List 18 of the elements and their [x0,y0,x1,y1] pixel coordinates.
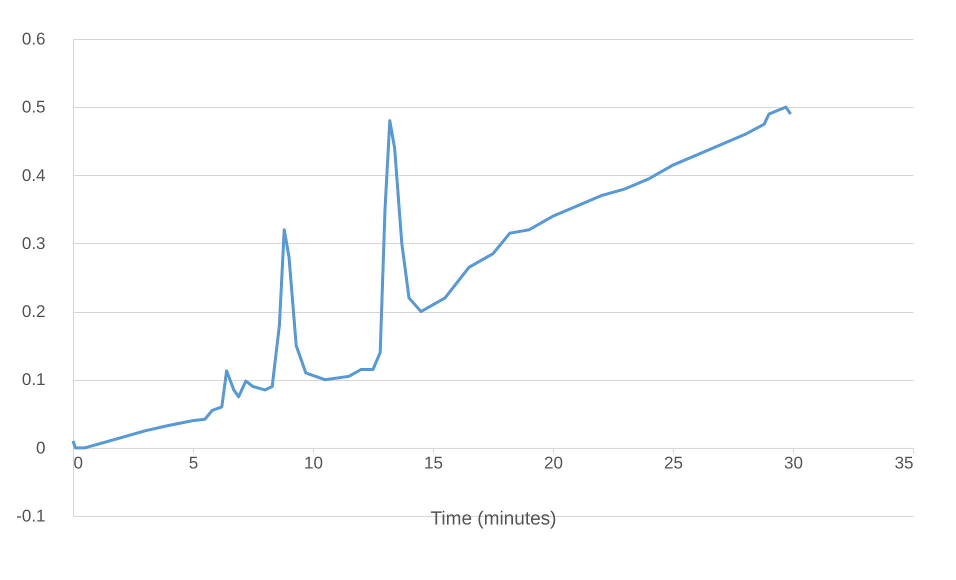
x-tick-label: 20 [544,453,563,472]
y-tick-label: 0.6 [22,30,46,48]
x-tick-label: 30 [784,453,803,472]
y-tick-label: -0.1 [16,506,46,526]
x-tick-label: 15 [424,453,443,472]
y-tick-label: 0 [36,438,46,458]
x-axis-title: Time (minutes) [430,508,556,530]
y-tick-label: 0.2 [22,302,46,322]
x-tick-label: 10 [304,453,323,472]
x-tick-label: 5 [188,453,198,472]
x-tick-label: 35 [894,453,914,472]
line-series [72,106,792,450]
x-tick-label: 25 [664,453,683,472]
y-tick-label: 0.4 [22,166,46,185]
y-tick-label: 0.5 [22,98,46,117]
y-tick-label: 0.1 [22,370,46,390]
x-tick-label: 0 [74,453,83,472]
y-tick-label: 0.3 [22,234,46,253]
